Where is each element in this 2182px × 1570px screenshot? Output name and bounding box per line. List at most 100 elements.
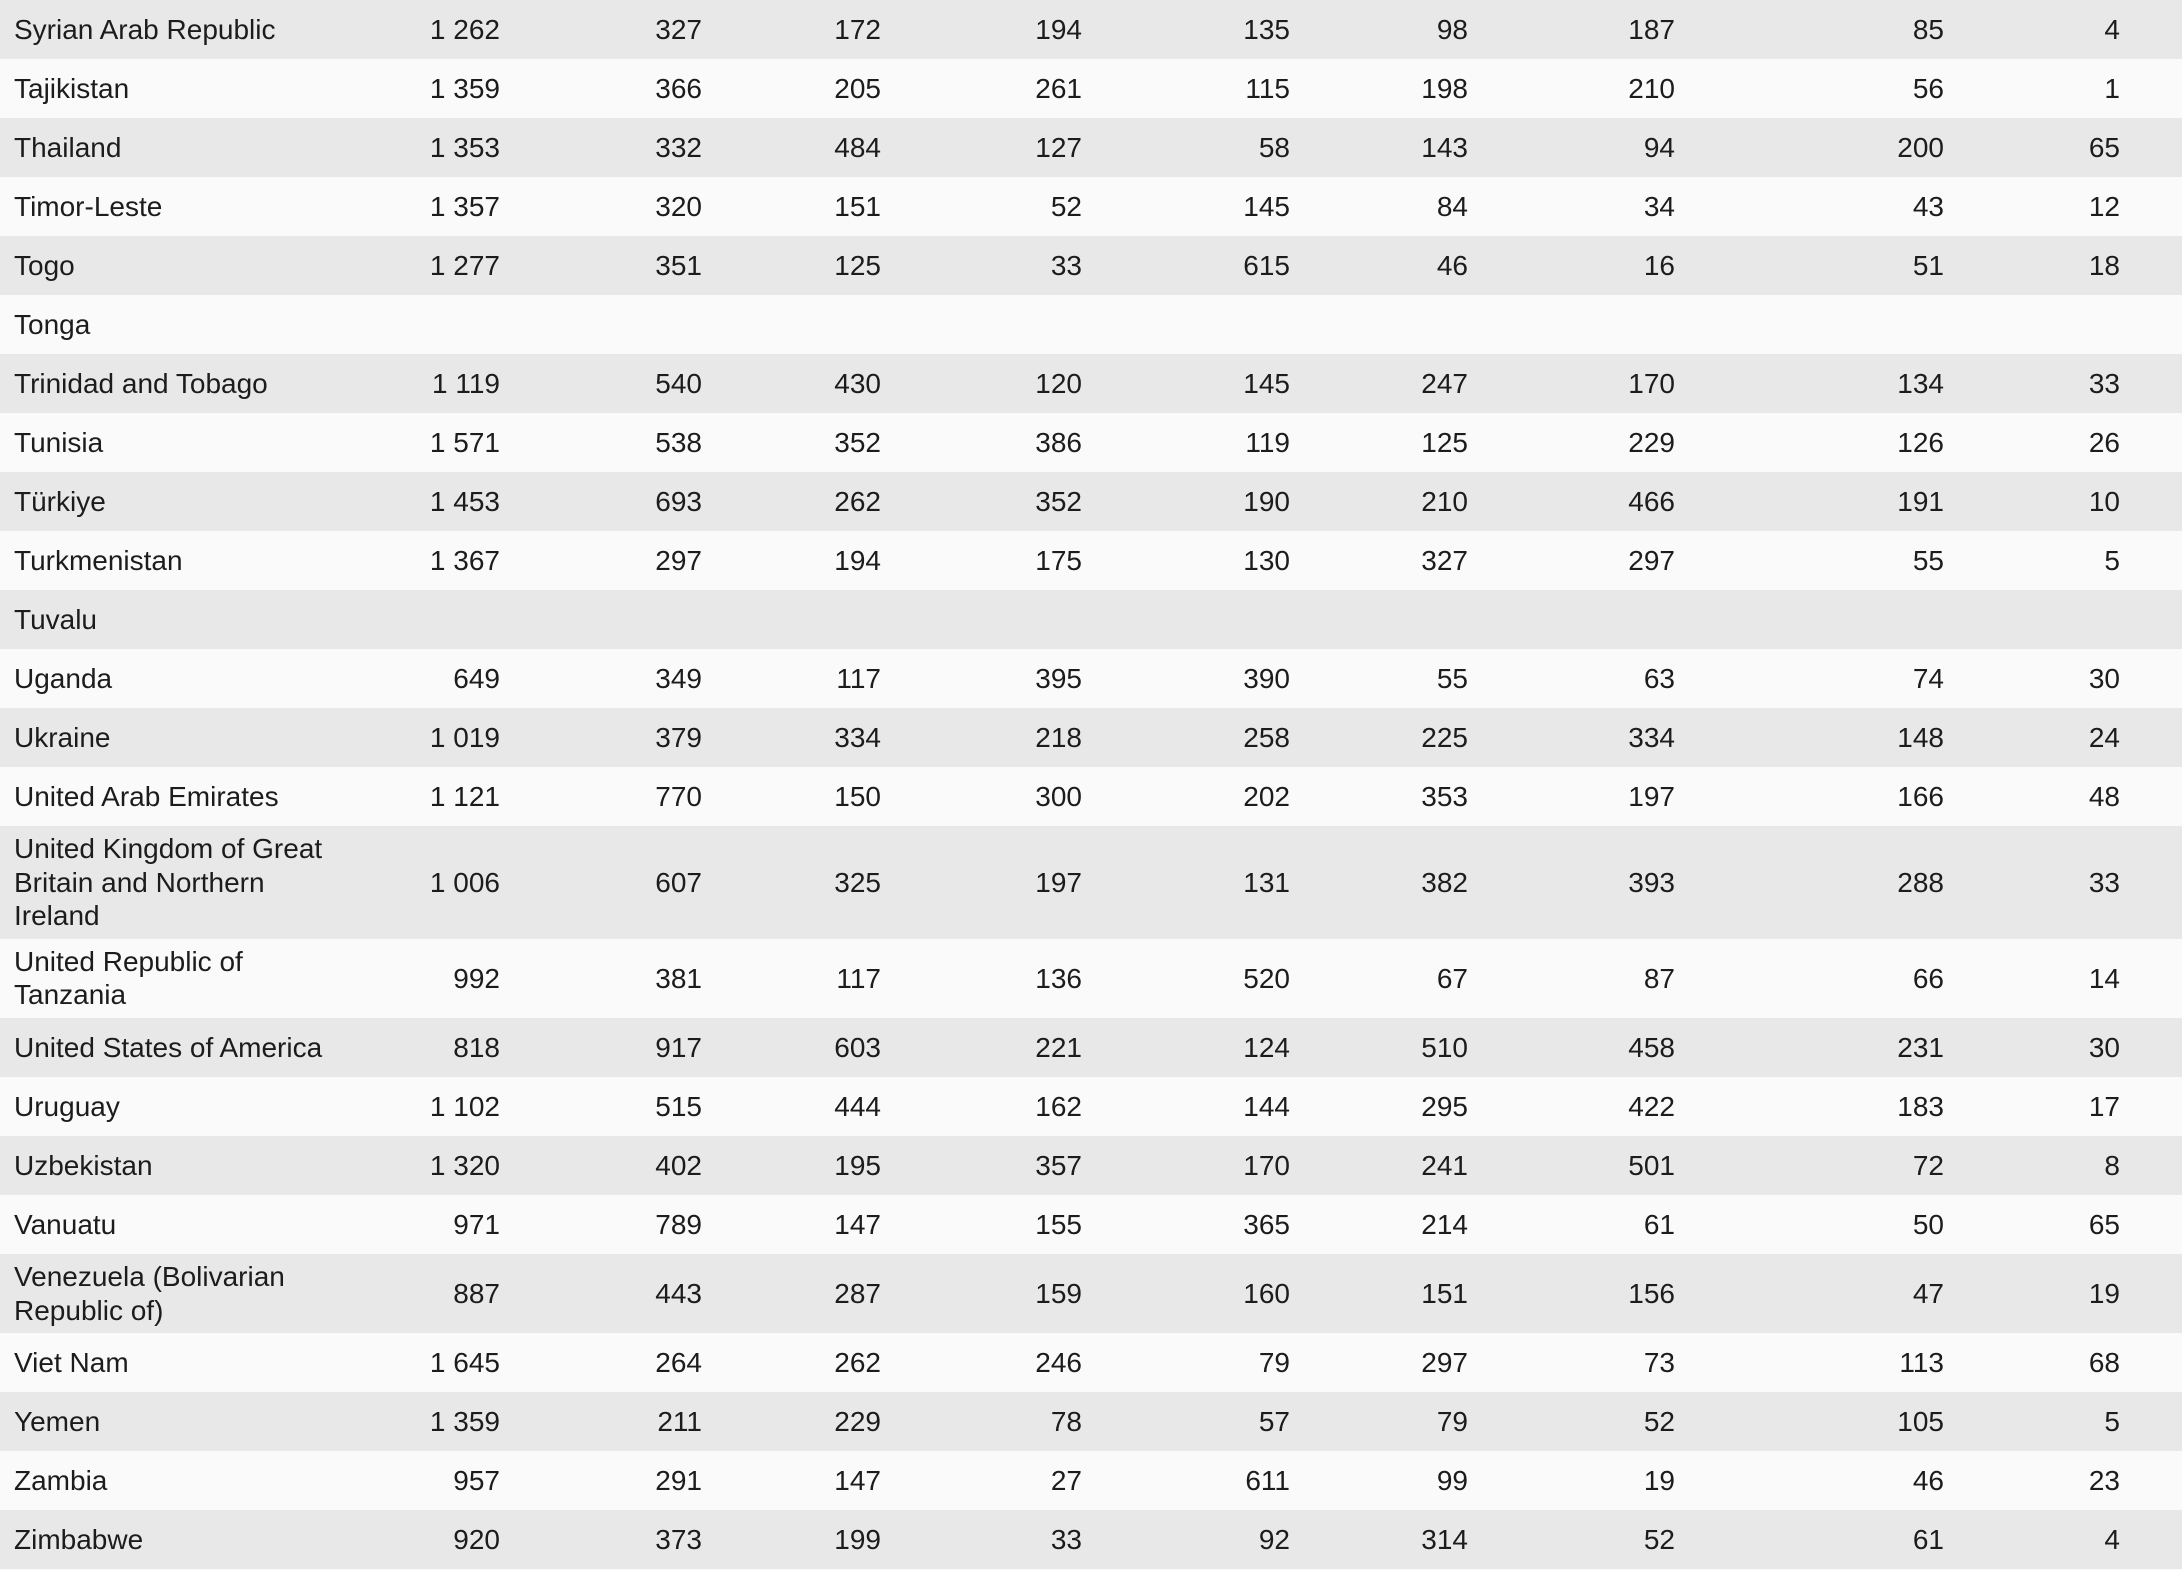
value-cell: 74 bbox=[1912, 662, 1944, 694]
value-cell: 33 bbox=[1050, 1523, 1082, 1555]
value-cell: 125 bbox=[834, 249, 881, 281]
value-cell: 27 bbox=[1050, 1464, 1082, 1496]
country-name-cell: Togo bbox=[14, 249, 75, 281]
value-cell: 84 bbox=[1436, 190, 1468, 222]
value-cell: 125 bbox=[1421, 426, 1468, 458]
value-cell bbox=[335, 590, 500, 649]
value-cell: 611 bbox=[1245, 1464, 1290, 1496]
value-cell bbox=[1082, 590, 1290, 649]
value-cell: 4 bbox=[2104, 1523, 2120, 1555]
value-cell: 484 bbox=[834, 131, 881, 163]
value-cell: 194 bbox=[834, 544, 881, 576]
value-cell: 1 453 bbox=[429, 485, 500, 517]
value-cell: 1 645 bbox=[429, 1346, 500, 1378]
value-cell: 349 bbox=[655, 662, 702, 694]
value-cell: 365 bbox=[1243, 1208, 1290, 1240]
value-cell: 1 357 bbox=[429, 190, 500, 222]
country-name-cell: Türkiye bbox=[14, 485, 106, 517]
country-name-cell: Ukraine bbox=[14, 721, 111, 753]
value-cell: 117 bbox=[836, 962, 881, 994]
value-cell: 144 bbox=[1243, 1090, 1290, 1122]
value-cell: 214 bbox=[1421, 1208, 1468, 1240]
value-cell: 386 bbox=[1035, 426, 1082, 458]
value-cell: 241 bbox=[1421, 1149, 1468, 1181]
country-name-cell: Timor-Leste bbox=[14, 190, 163, 222]
value-cell: 351 bbox=[655, 249, 702, 281]
value-cell: 65 bbox=[2088, 131, 2120, 163]
value-cell: 501 bbox=[1628, 1149, 1675, 1181]
value-cell: 381 bbox=[655, 962, 702, 994]
country-name-cell: Uganda bbox=[14, 662, 113, 694]
table-row: Uganda 649 349 117 395 390 55 63 74 30 bbox=[0, 649, 2182, 708]
value-cell: 225 bbox=[1421, 721, 1468, 753]
table-row: Zimbabwe 920 373 199 33 92 314 52 61 4 bbox=[0, 1510, 2182, 1570]
value-cell: 300 bbox=[1035, 780, 1082, 812]
table-row: United Republic of Tanzania 992 381 117 136 5… bbox=[0, 938, 2182, 1018]
value-cell: 422 bbox=[1628, 1090, 1675, 1122]
value-cell: 78 bbox=[1050, 1405, 1082, 1437]
value-cell: 136 bbox=[1035, 962, 1082, 994]
table-row: Timor-Leste 1 357 320 151 52 145 84 34 43 12 bbox=[0, 177, 2182, 236]
value-cell: 72 bbox=[1912, 1149, 1944, 1181]
value-cell bbox=[1290, 295, 1468, 354]
value-cell: 971 bbox=[453, 1208, 500, 1240]
value-cell: 443 bbox=[655, 1277, 702, 1309]
value-cell: 247 bbox=[1421, 367, 1468, 399]
value-cell bbox=[1082, 295, 1290, 354]
country-name-cell: Thailand bbox=[14, 131, 122, 163]
value-cell: 56 bbox=[1912, 72, 1944, 104]
value-cell bbox=[500, 590, 702, 649]
value-cell: 43 bbox=[1912, 190, 1944, 222]
value-cell: 540 bbox=[655, 367, 702, 399]
value-cell: 1 121 bbox=[429, 780, 500, 812]
value-cell: 113 bbox=[1899, 1346, 1944, 1378]
value-cell: 52 bbox=[1643, 1405, 1675, 1437]
value-cell: 55 bbox=[1912, 544, 1944, 576]
value-cell: 47 bbox=[1912, 1277, 1944, 1309]
value-cell: 16 bbox=[1643, 249, 1675, 281]
value-cell: 218 bbox=[1035, 721, 1082, 753]
value-cell: 615 bbox=[1243, 249, 1290, 281]
value-cell: 52 bbox=[1643, 1523, 1675, 1555]
table-row: United Arab Emirates 1 121 770 150 300 202 353… bbox=[0, 767, 2182, 826]
country-name-cell: United States of America bbox=[14, 1031, 323, 1063]
value-cell: 1 359 bbox=[429, 1405, 500, 1437]
country-name-cell: Viet Nam bbox=[14, 1346, 129, 1378]
value-cell: 520 bbox=[1243, 962, 1290, 994]
country-name-cell: Syrian Arab Republic bbox=[14, 13, 276, 45]
value-cell: 288 bbox=[1897, 866, 1944, 898]
value-cell: 99 bbox=[1436, 1464, 1468, 1496]
value-cell: 135 bbox=[1243, 13, 1290, 45]
value-cell: 291 bbox=[655, 1464, 702, 1496]
table-row: Ukraine 1 019 379 334 218 258 225 334 148 24 bbox=[0, 708, 2182, 767]
value-cell: 332 bbox=[655, 131, 702, 163]
value-cell: 334 bbox=[834, 721, 881, 753]
value-cell bbox=[702, 295, 881, 354]
value-cell: 30 bbox=[2088, 662, 2120, 694]
value-cell: 649 bbox=[453, 662, 500, 694]
value-cell: 52 bbox=[1050, 190, 1082, 222]
value-cell: 145 bbox=[1243, 367, 1290, 399]
value-cell: 466 bbox=[1628, 485, 1675, 517]
value-cell: 61 bbox=[1643, 1208, 1675, 1240]
value-cell: 538 bbox=[655, 426, 702, 458]
value-cell: 261 bbox=[1035, 72, 1082, 104]
value-cell: 246 bbox=[1035, 1346, 1082, 1378]
value-cell: 48 bbox=[2088, 780, 2120, 812]
value-cell bbox=[1944, 295, 2182, 354]
country-name-cell: Tuvalu bbox=[14, 603, 98, 635]
value-cell: 12 bbox=[2088, 190, 2120, 222]
table-row: Thailand 1 353 332 484 127 58 143 94 200 65 bbox=[0, 118, 2182, 177]
value-cell: 51 bbox=[1912, 249, 1944, 281]
table-row: Türkiye 1 453 693 262 352 190 210 466 191 10 bbox=[0, 472, 2182, 531]
value-cell: 55 bbox=[1436, 662, 1468, 694]
table-row: Uzbekistan 1 320 402 195 357 170 241 501 72 8 bbox=[0, 1135, 2182, 1195]
country-name-cell: Uzbekistan bbox=[14, 1149, 153, 1181]
value-cell bbox=[702, 590, 881, 649]
value-cell: 130 bbox=[1243, 544, 1290, 576]
value-cell bbox=[881, 590, 1082, 649]
value-cell: 57 bbox=[1258, 1405, 1290, 1437]
value-cell: 143 bbox=[1421, 131, 1468, 163]
value-cell: 134 bbox=[1897, 367, 1944, 399]
table-row: Uruguay 1 102 515 444 162 144 295 422 183 17 bbox=[0, 1076, 2182, 1136]
